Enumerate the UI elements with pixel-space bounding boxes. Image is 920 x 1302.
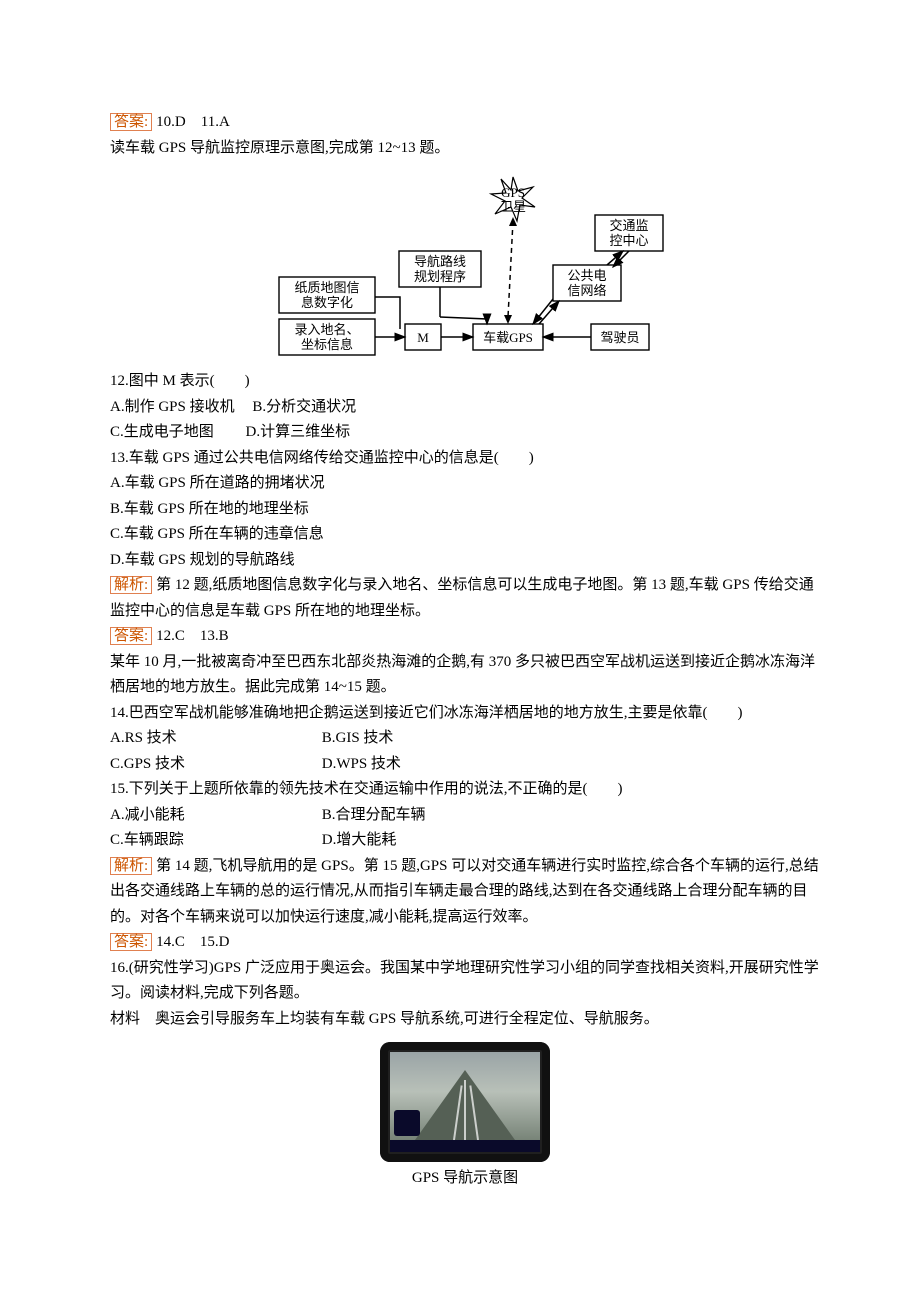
intro-14-15: 某年 10 月,一批被离奇冲至巴西东北部炎热海滩的企鹅,有 370 多只被巴西空… — [110, 650, 820, 701]
q12-A: A.制作 GPS 接收机 — [110, 399, 235, 415]
gps-caption: GPS 导航示意图 — [110, 1166, 820, 1192]
diagram-cargps: 车载GPS — [483, 330, 533, 345]
diagram-gps-sat-l2: 卫星 — [500, 199, 526, 214]
q16-stem: 16.(研究性学习)GPS 广泛应用于奥运会。我国某中学地理研究性学习小组的同学… — [110, 956, 820, 1007]
diagram-telecom-l1: 公共电 — [567, 268, 606, 283]
q14-C: C.GPS 技术 — [110, 752, 290, 778]
diagram-driver: 驾驶员 — [600, 330, 639, 345]
diagram-monitor-l1: 交通监 — [609, 218, 648, 233]
q12-stem: 12.图中 M 表示( ) — [110, 369, 820, 395]
q14-options-row2: C.GPS 技术 D.WPS 技术 — [110, 752, 820, 778]
intro-12-13: 读车载 GPS 导航监控原理示意图,完成第 12~13 题。 — [110, 136, 820, 162]
gps-diagram: GPS 卫星 交通监 控中心 导航路线 规划程序 公共电 信网络 纸质地图信 息… — [110, 169, 820, 359]
analysis-12-13: 解析:第 12 题,纸质地图信息数字化与录入地名、坐标信息可以生成电子地图。第 … — [110, 573, 820, 624]
analysis-label: 解析: — [110, 576, 152, 594]
q16-material: 材料 奥运会引导服务车上均装有车载 GPS 导航系统,可进行全程定位、导航服务。 — [110, 1007, 820, 1033]
q12-D: D.计算三维坐标 — [246, 424, 351, 440]
q12-C: C.生成电子地图 — [110, 424, 214, 440]
answer-14-15: 答案:14.C 15.D — [110, 930, 820, 956]
q14-stem: 14.巴西空军战机能够准确地把企鹅运送到接近它们冰冻海洋栖居地的地方放生,主要是… — [110, 701, 820, 727]
diagram-plan-l1: 导航路线 — [414, 254, 466, 269]
q15-options-row2: C.车辆跟踪 D.增大能耗 — [110, 828, 820, 854]
q13-B: B.车载 GPS 所在地的地理坐标 — [110, 497, 820, 523]
q13-C: C.车载 GPS 所在车辆的违章信息 — [110, 522, 820, 548]
q14-options-row1: A.RS 技术 B.GIS 技术 — [110, 726, 820, 752]
analysis-14-15-text: 第 14 题,飞机导航用的是 GPS。第 15 题,GPS 可以对交通车辆进行实… — [110, 858, 819, 925]
q15-options-row1: A.减小能耗 B.合理分配车辆 — [110, 803, 820, 829]
diagram-map-l2: 息数字化 — [301, 295, 353, 310]
answer-12-13-text: 12.C 13.B — [156, 628, 229, 644]
q15-B: B.合理分配车辆 — [322, 807, 426, 823]
diagram-plan-l2: 规划程序 — [414, 269, 466, 284]
answer-10-11: 答案:10.D 11.A — [110, 110, 820, 136]
diagram-monitor-l2: 控中心 — [609, 233, 648, 248]
answer-label: 答案: — [110, 113, 152, 131]
gps-nav-image — [110, 1042, 820, 1162]
answer-label-3: 答案: — [110, 933, 152, 951]
analysis-12-13-text: 第 12 题,纸质地图信息数字化与录入地名、坐标信息可以生成电子地图。第 13 … — [110, 577, 814, 619]
analysis-label-2: 解析: — [110, 857, 152, 875]
q14-B: B.GIS 技术 — [322, 730, 394, 746]
q13-A: A.车载 GPS 所在道路的拥堵状况 — [110, 471, 820, 497]
q12-options-row1: A.制作 GPS 接收机 B.分析交通状况 — [110, 395, 820, 421]
q14-A: A.RS 技术 — [110, 726, 290, 752]
diagram-input-l2: 坐标信息 — [301, 337, 353, 352]
q12-options-row2: C.生成电子地图 D.计算三维坐标 — [110, 420, 820, 446]
diagram-telecom-l2: 信网络 — [567, 283, 606, 298]
answer-10-11-text: 10.D 11.A — [156, 114, 230, 130]
q14-D: D.WPS 技术 — [322, 756, 401, 772]
q15-A: A.减小能耗 — [110, 803, 290, 829]
answer-label-2: 答案: — [110, 627, 152, 645]
q13-stem: 13.车载 GPS 通过公共电信网络传给交通监控中心的信息是( ) — [110, 446, 820, 472]
q12-B: B.分析交通状况 — [252, 399, 356, 415]
diagram-input-l1: 录入地名、 — [294, 322, 359, 337]
diagram-m: M — [417, 330, 429, 345]
analysis-14-15: 解析:第 14 题,飞机导航用的是 GPS。第 15 题,GPS 可以对交通车辆… — [110, 854, 820, 931]
q15-stem: 15.下列关于上题所依靠的领先技术在交通运输中作用的说法,不正确的是( ) — [110, 777, 820, 803]
q13-D: D.车载 GPS 规划的导航路线 — [110, 548, 820, 574]
answer-12-13: 答案:12.C 13.B — [110, 624, 820, 650]
answer-14-15-text: 14.C 15.D — [156, 934, 229, 950]
q15-C: C.车辆跟踪 — [110, 828, 290, 854]
diagram-gps-sat-l1: GPS — [501, 185, 525, 200]
diagram-map-l1: 纸质地图信 — [294, 280, 359, 295]
q15-D: D.增大能耗 — [322, 832, 397, 848]
